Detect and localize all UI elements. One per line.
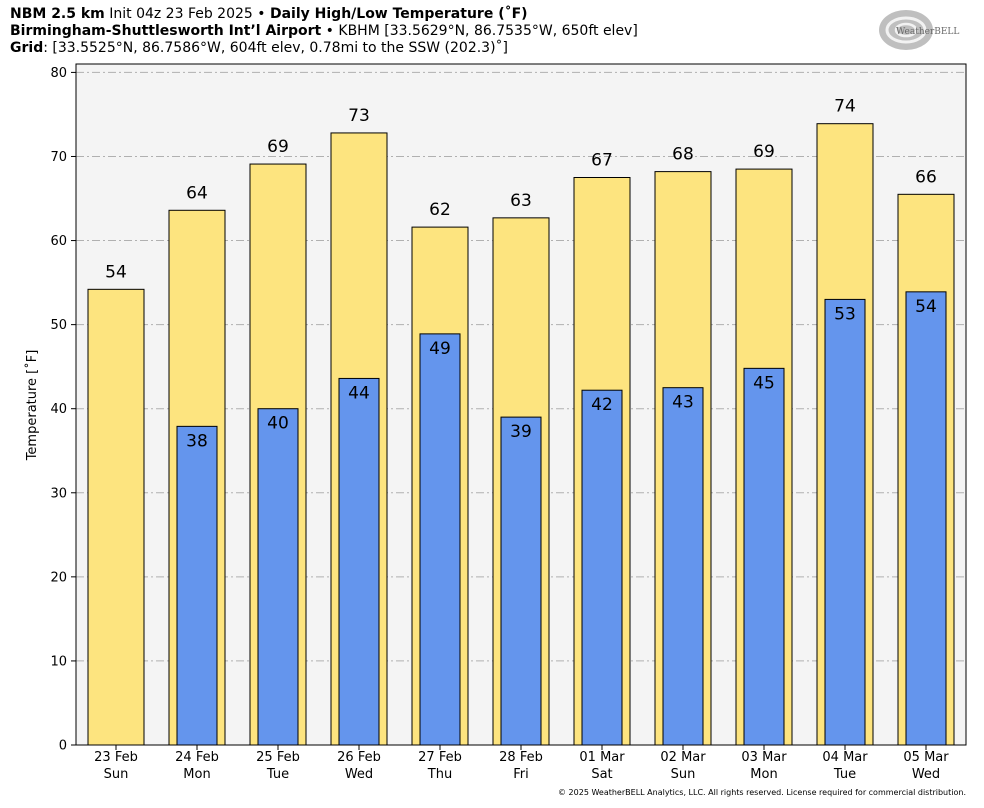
x-tick-date: 26 Feb — [337, 750, 381, 765]
product-name: Daily High/Low Temperature (˚F) — [269, 6, 528, 22]
x-tick-date: 25 Feb — [256, 750, 300, 765]
high-label: 73 — [348, 106, 370, 126]
x-tick-day: Mon — [183, 767, 210, 782]
low-bar — [905, 291, 947, 746]
x-tick-day: Wed — [912, 767, 940, 782]
x-tick-day: Tue — [833, 767, 856, 782]
high-label: 69 — [753, 142, 775, 162]
logo-text: WeatherBELL — [896, 27, 959, 37]
x-tick-date: 24 Feb — [175, 750, 219, 765]
x-tick-day: Wed — [345, 767, 373, 782]
header-line-1: NBM 2.5 km Init 04z 23 Feb 2025 • Daily … — [10, 6, 528, 23]
x-tick-day: Fri — [513, 767, 529, 782]
x-axis: 23 Feb Sun 24 Feb Mon 25 Feb Tue 26 Feb Wed 27 F… — [94, 745, 949, 782]
low-bar — [743, 367, 785, 746]
bars — [87, 123, 955, 746]
high-bar — [87, 288, 145, 746]
low-bar — [419, 333, 461, 746]
low-bar — [500, 416, 542, 746]
bullet-2: • — [325, 23, 334, 39]
station-name: Birmingham-Shuttlesworth Int’l Airport — [10, 23, 322, 39]
y-tick-label: 60 — [50, 234, 67, 249]
high-label: 68 — [672, 145, 694, 165]
high-label: 74 — [834, 97, 856, 117]
grid-label: Grid — [10, 40, 44, 56]
x-tick-day: Mon — [750, 767, 777, 782]
low-bar — [662, 387, 704, 746]
low-bar — [581, 389, 623, 746]
y-tick-label: 20 — [50, 570, 67, 585]
high-label: 62 — [429, 200, 451, 220]
low-label: 38 — [186, 431, 208, 451]
y-tick-label: 10 — [50, 654, 67, 669]
x-tick-day: Thu — [427, 767, 452, 782]
x-tick-day: Sat — [591, 767, 612, 782]
model-name: NBM 2.5 km — [10, 6, 105, 22]
x-tick-date: 05 Mar — [903, 750, 949, 765]
low-bar — [338, 377, 380, 746]
weatherbell-logo: WeatherBELL — [879, 10, 959, 50]
low-label: 39 — [510, 422, 532, 442]
y-tick-label: 80 — [50, 66, 67, 81]
high-label: 69 — [267, 137, 289, 157]
y-tick-label: 0 — [59, 739, 67, 754]
y-tick-label: 40 — [50, 402, 67, 417]
low-bar — [824, 298, 866, 746]
y-tick-label: 70 — [50, 150, 67, 165]
x-tick-day: Sun — [671, 767, 696, 782]
low-bar — [257, 408, 299, 746]
low-label: 40 — [267, 414, 289, 434]
low-label: 43 — [672, 393, 694, 413]
grid-info: : [33.5525°N, 86.7586°W, 604ft elev, 0.7… — [43, 40, 509, 56]
x-tick-date: 04 Mar — [822, 750, 868, 765]
x-tick-date: 27 Feb — [418, 750, 462, 765]
x-tick-date: 03 Mar — [741, 750, 787, 765]
x-tick-date: 23 Feb — [94, 750, 138, 765]
header-line-2: Birmingham-Shuttlesworth Int’l Airport •… — [10, 23, 638, 40]
x-tick-date: 02 Mar — [660, 750, 706, 765]
x-tick-day: Tue — [266, 767, 289, 782]
y-axis-label: Temperature [˚F] — [24, 350, 40, 462]
low-label: 42 — [591, 395, 613, 415]
high-label: 66 — [915, 167, 937, 187]
x-tick-date: 28 Feb — [499, 750, 543, 765]
low-label: 53 — [834, 304, 856, 324]
y-axis: 0 10 20 30 40 50 60 70 80 — [50, 66, 76, 754]
station-info: KBHM [33.5629°N, 86.7535°W, 650ft elev] — [338, 23, 638, 39]
init-time: Init 04z 23 Feb 2025 — [109, 6, 253, 22]
y-tick-label: 50 — [50, 318, 67, 333]
y-tick-label: 30 — [50, 486, 67, 501]
data-labels: 54 64 38 69 40 73 44 62 49 63 39 67 42 68 43 69 45 74 53 66… — [105, 97, 937, 452]
low-bar — [176, 425, 218, 746]
low-label: 54 — [915, 297, 937, 317]
copyright-notice: © 2025 WeatherBELL Analytics, LLC. All r… — [558, 788, 966, 797]
x-tick-date: 01 Mar — [579, 750, 625, 765]
high-label: 54 — [105, 262, 127, 282]
high-label: 64 — [186, 183, 208, 203]
low-label: 45 — [753, 373, 775, 393]
header-line-3: Grid: [33.5525°N, 86.7586°W, 604ft elev,… — [10, 40, 508, 57]
high-label: 63 — [510, 191, 532, 211]
bullet-1: • — [257, 6, 266, 22]
high-label: 67 — [591, 151, 613, 171]
low-label: 49 — [429, 339, 451, 359]
low-label: 44 — [348, 383, 370, 403]
x-tick-day: Sun — [104, 767, 129, 782]
